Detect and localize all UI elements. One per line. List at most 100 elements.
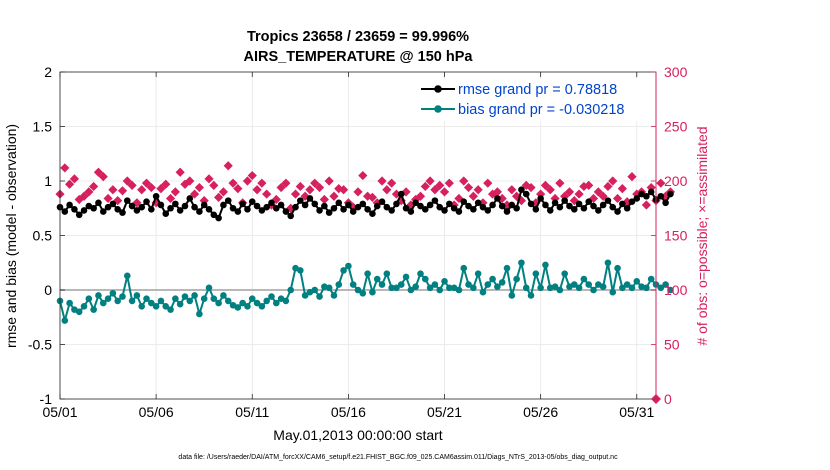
rmse-data-point	[503, 208, 511, 215]
bias-data-point	[95, 292, 102, 299]
rmse-data-point	[518, 186, 525, 194]
bias-data-point	[272, 299, 280, 307]
obs-count-marker	[314, 182, 325, 193]
bias-data-point	[354, 286, 362, 294]
rmse-data-point	[580, 204, 588, 212]
rmse-data-point	[393, 200, 400, 208]
obs-count-marker	[540, 180, 551, 190]
bias-data-point	[484, 281, 492, 288]
bias-data-point	[311, 286, 319, 294]
obs-count-marker	[127, 180, 137, 190]
rmse-data-point	[71, 206, 78, 213]
rmse-data-point	[340, 206, 347, 213]
rmse-data-point	[484, 207, 492, 214]
rmse-data-point	[373, 202, 381, 210]
obs-count-marker	[117, 186, 128, 196]
rmse-data-point	[513, 204, 520, 212]
obs-count-marker	[439, 187, 450, 197]
rmse-data-point	[349, 208, 357, 215]
bias-data-point	[80, 303, 88, 310]
rmse-data-point	[321, 202, 328, 210]
rmse-data-point	[436, 203, 444, 211]
bias-data-point	[614, 264, 621, 272]
bias-data-point	[196, 310, 203, 318]
obs-count-marker	[223, 161, 233, 171]
bias-data-point	[383, 270, 391, 277]
obs-count-marker	[459, 176, 469, 186]
rmse-data-point	[556, 203, 564, 211]
obs-count-marker	[641, 200, 651, 210]
bias-data-point	[287, 286, 295, 294]
bias-data-point	[210, 295, 218, 303]
rmse-data-point	[537, 195, 544, 202]
rmse-data-point	[667, 190, 674, 198]
bias-data-point	[119, 293, 126, 300]
bias-data-point	[522, 284, 530, 292]
bias-data-point	[436, 286, 444, 294]
rmse-data-point	[532, 206, 540, 213]
y-tick-label-left: 0	[44, 282, 52, 298]
obs-count-marker	[290, 189, 301, 199]
obs-count-marker	[247, 170, 257, 181]
rmse-data-point	[421, 206, 429, 213]
rmse-data-point	[220, 201, 227, 209]
bias-data-point	[619, 284, 626, 292]
bias-data-point	[498, 279, 506, 286]
bias-data-point	[75, 308, 83, 316]
rmse-data-point	[148, 206, 155, 213]
legend-bias-marker	[434, 105, 442, 113]
rmse-data-point	[585, 198, 593, 206]
bias-data-point	[494, 283, 501, 291]
rmse-data-point	[282, 208, 290, 215]
rmse-data-point	[412, 199, 419, 207]
bias-data-point	[148, 299, 155, 307]
bias-data-point	[316, 293, 323, 300]
obs-count-marker	[367, 192, 378, 202]
obs-count-marker	[593, 187, 603, 197]
rmse-data-point	[176, 207, 184, 214]
obs-count-marker	[334, 184, 344, 194]
rmse-data-point	[647, 188, 655, 196]
rmse-data-point	[542, 201, 549, 209]
bias-data-point	[628, 284, 636, 292]
obs-count-marker	[338, 185, 349, 195]
bias-data-point	[474, 270, 482, 277]
rmse-data-point	[619, 200, 626, 208]
rmse-data-point	[143, 198, 150, 206]
obs-count-marker	[584, 180, 594, 190]
bias-data-point	[176, 300, 184, 308]
rmse-data-point	[633, 195, 641, 202]
bias-data-point	[133, 292, 141, 299]
bias-data-point	[152, 303, 160, 310]
chart-subtitle: AIRS_TEMPERATURE @ 150 hPa	[243, 49, 473, 65]
bias-data-point	[349, 281, 357, 288]
bias-data-point	[66, 299, 73, 307]
rmse-data-point	[614, 208, 621, 215]
bias-data-point	[580, 275, 588, 283]
obs-count-marker	[262, 189, 272, 199]
obs-count-marker	[425, 176, 435, 186]
bias-data-point	[90, 306, 97, 313]
rmse-data-point	[244, 206, 251, 213]
rmse-data-point	[364, 206, 371, 213]
bias-data-point	[268, 293, 275, 300]
y-tick-label-right: 0	[664, 391, 672, 407]
rmse-data-point	[546, 207, 554, 214]
bias-data-point	[172, 295, 179, 303]
bias-data-point	[667, 286, 674, 294]
obs-count-marker	[526, 182, 536, 193]
obs-count-marker	[545, 185, 555, 195]
bias-data-point	[532, 270, 540, 277]
bias-data-point	[181, 293, 189, 300]
rmse-data-point	[99, 208, 107, 215]
y-tick-label-left: 0.5	[33, 228, 53, 244]
bias-data-point	[431, 281, 439, 288]
obs-count-marker	[473, 185, 483, 195]
rmse-data-point	[306, 195, 314, 202]
bias-data-point	[378, 281, 386, 288]
bias-data-point	[301, 292, 309, 299]
obs-count-marker	[204, 174, 214, 184]
rmse-data-point	[133, 207, 141, 214]
bias-data-point	[114, 297, 121, 305]
rmse-data-point	[104, 203, 112, 211]
